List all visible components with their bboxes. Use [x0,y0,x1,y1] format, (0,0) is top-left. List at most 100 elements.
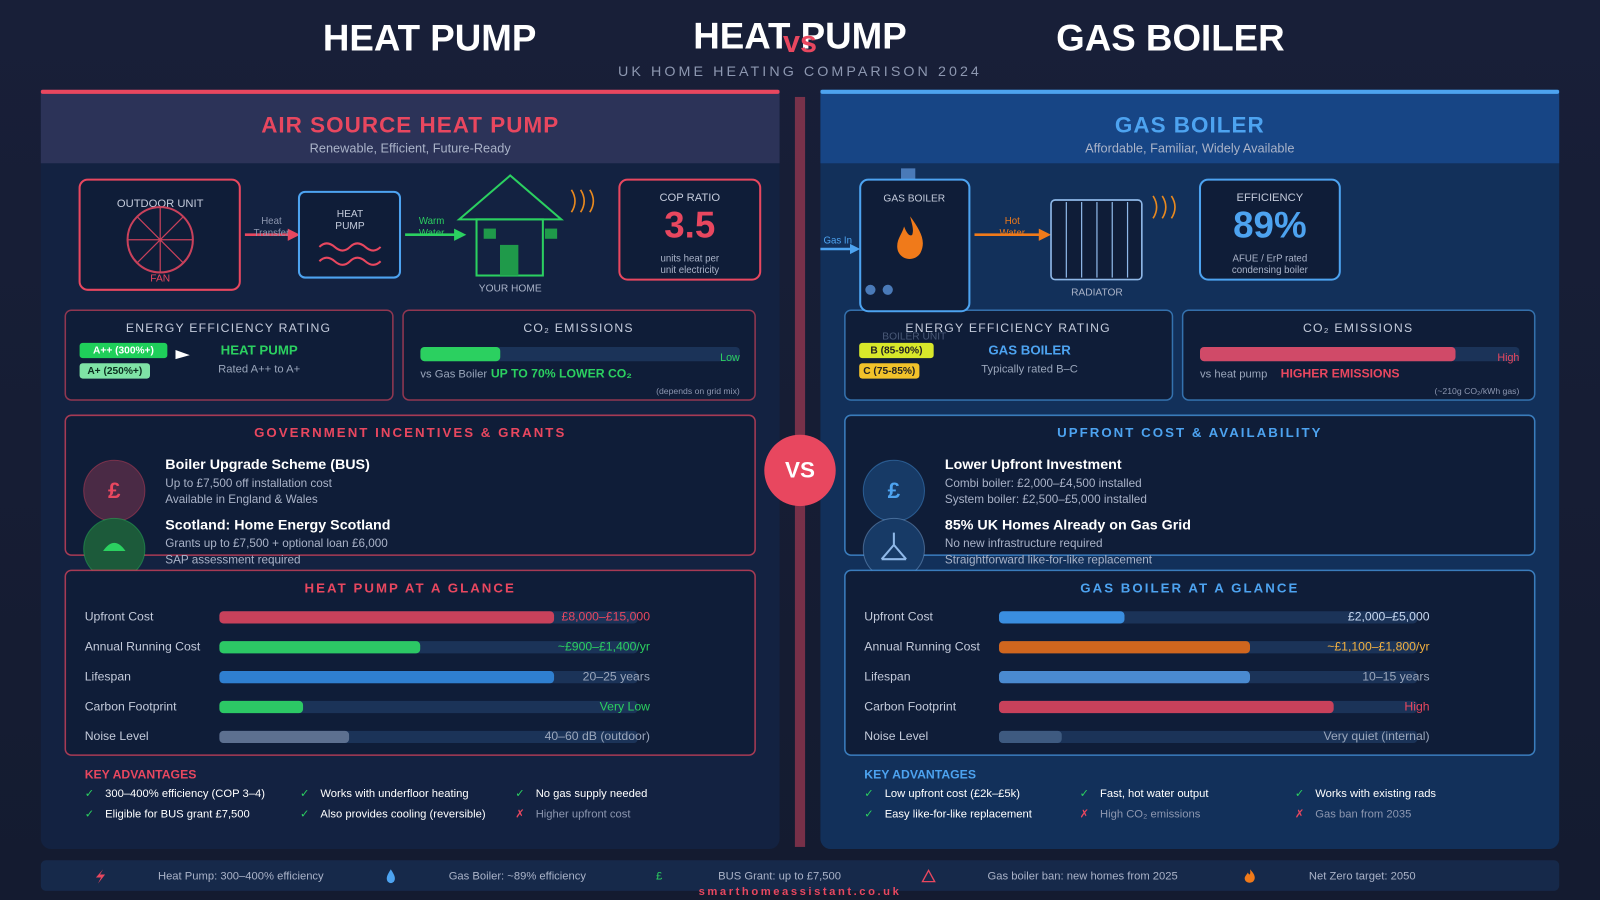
glance-label: Carbon Footprint [85,699,177,713]
glance-bar [219,700,304,714]
info-icon-label: £ [108,478,121,503]
glance-bar [998,611,1125,624]
rating-badge-label: C (75-85%) [863,366,915,377]
flow-label: Hot [1005,216,1020,227]
home-label: YOUR HOME [479,283,542,294]
info-item-line: Up to £7,500 off installation cost [165,477,332,490]
glance-track [219,700,638,714]
house-window [483,228,496,239]
glance-label: Annual Running Cost [864,639,980,653]
boiler-dial [882,284,893,295]
co2-note: (~210g CO₂/kWh gas) [1434,386,1519,396]
advantage-text: No gas supply needed [536,788,648,800]
metric-label: EFFICIENCY [1237,192,1304,204]
boiler-label: GAS BOILER [883,194,945,205]
advantage-mark: ✓ [300,808,309,820]
flow-label: Gas In [823,235,852,246]
info-item-line: SAP assessment required [165,553,300,566]
info-item-line: Straightforward like-for-like replacemen… [945,553,1153,566]
info-title: GOVERNMENT INCENTIVES & GRANTS [254,425,566,440]
info-title: UPFRONT COST & AVAILABILITY [1057,425,1322,440]
glance-label: Lifespan [864,669,910,683]
metric-note: unit electricity [660,265,719,276]
co2-compare-label: vs Gas Boiler [420,368,487,380]
info-item-title: Scotland: Home Energy Scotland [165,517,390,533]
info-item-title: Lower Upfront Investment [945,457,1122,473]
header-title: HEAT PUMP [323,18,537,59]
advantage-text: Also provides cooling (reversible) [320,808,485,820]
info-item-line: System boiler: £2,500–£5,000 installed [945,493,1147,506]
glance-value: £2,000–£5,000 [1348,610,1430,624]
flow-label: Water [419,228,445,239]
advantages-title: KEY ADVANTAGES [85,768,197,782]
heat-wave [1161,195,1167,219]
heat-wave [1152,195,1158,219]
rating-badge-label: A+ (250%+) [87,366,142,377]
website: smarthomeassistant.co.uk [699,886,902,898]
vs-badge-label: VS [785,457,815,482]
advantage-text: Easy like-for-like replacement [885,808,1033,820]
footer-icon-warning [921,869,936,883]
glance-title: GAS BOILER AT A GLANCE [1080,580,1299,595]
info-box [64,414,756,556]
co2-note: (depends on grid mix) [656,386,740,396]
glance-label: Noise Level [85,729,149,743]
advantages-title: KEY ADVANTAGES [864,768,976,782]
co2-track [420,346,740,362]
advantage-mark: ✓ [515,788,524,800]
panel-header [820,89,1560,164]
glance-bar [998,641,1250,654]
panel-top-border [820,89,1560,94]
glance-label: Carbon Footprint [864,699,956,713]
flow-arrowhead [850,243,861,255]
rating-badge-label: A++ (300%+) [93,346,154,357]
rating-name: HEAT PUMP [221,343,298,358]
co2-level-label: High [1497,352,1519,364]
glance-box [844,569,1536,756]
glance-label: Upfront Cost [864,610,933,624]
glance-label: Noise Level [864,729,928,743]
heat-wave [579,189,585,213]
metric-value: 3.5 [664,204,715,245]
advantage-text: Works with underfloor heating [320,788,468,800]
unit-label: HEAT [337,209,363,220]
advantage-mark: ✓ [85,808,94,820]
glance-value: £8,000–£15,000 [562,610,651,624]
header-title: GAS BOILER [1056,18,1285,59]
rating-box [844,309,1174,401]
info-item-line: No new infrastructure required [945,537,1103,550]
advantage-mark: ✓ [864,808,873,820]
info-box [844,414,1536,556]
advantage-mark: ✗ [515,808,524,820]
glance-bar [219,641,421,654]
glance-value: ~£900–£1,400/yr [558,639,650,653]
heat-wave [1170,195,1176,219]
advantage-mark: ✓ [300,788,309,800]
rating-badge-label: B (85-90%) [870,346,922,357]
boiler-unit-label: BOILER UNIT [882,331,946,342]
metric-card [618,178,762,281]
metric-label: COP RATIO [659,192,720,204]
boiler-dial [865,284,876,295]
metric-card [1198,178,1341,281]
footer-item: Heat Pump: 300–400% efficiency [158,870,324,882]
footer-icon-drop [386,869,395,884]
wave [318,256,382,266]
outdoor-unit-label: OUTDOOR UNIT [117,198,204,210]
info-item-line: Available in England & Wales [165,493,318,506]
glance-bar [219,611,555,624]
glance-bar [998,730,1062,744]
rating-badge [859,342,934,359]
rating-name: GAS BOILER [988,343,1071,358]
glance-title: HEAT PUMP AT A GLANCE [304,580,515,595]
flow-arrowhead [454,228,467,241]
advantage-text: Works with existing rads [1315,788,1436,800]
panel-header [40,89,780,164]
fan-blades [127,207,193,273]
metric-note: AFUE / ErP rated [1233,254,1308,265]
glance-value: 10–15 years [1362,669,1429,683]
footer-item: Net Zero target: 2050 [1309,870,1416,882]
rating-note: Typically rated B–C [981,363,1078,375]
fan-label: FAN [150,273,170,284]
